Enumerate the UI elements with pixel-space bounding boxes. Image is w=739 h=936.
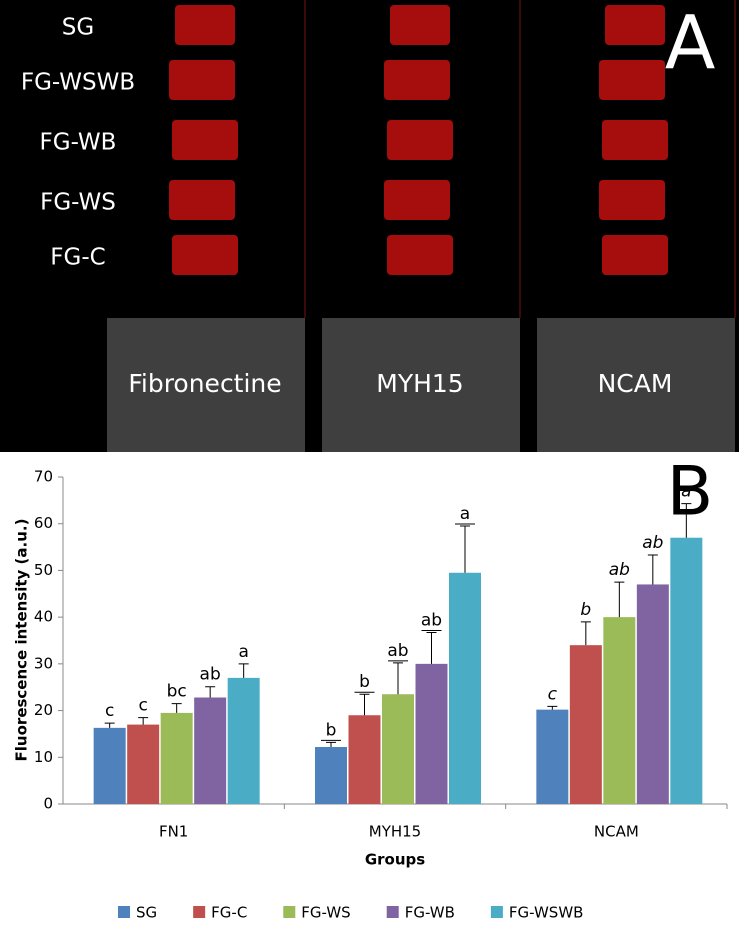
- error-bar: [359, 693, 370, 716]
- error-bar: [205, 686, 216, 698]
- tissue-section: [175, 5, 235, 45]
- row-label: SG: [62, 15, 94, 41]
- error-bar: [647, 554, 658, 585]
- x-axis-title: Groups: [365, 851, 425, 869]
- error-bar: [460, 525, 470, 573]
- legend-swatch: [386, 906, 399, 918]
- column-label-box: [322, 318, 520, 452]
- error-bar: [138, 717, 149, 725]
- significance-letter: a: [238, 642, 248, 662]
- column-label: NCAM: [598, 369, 673, 398]
- tissue-section: [390, 5, 450, 45]
- bar: [194, 697, 227, 804]
- error-bar: [238, 663, 249, 678]
- bar: [415, 663, 448, 804]
- bar: [449, 572, 481, 804]
- row-label: FG-WB: [40, 130, 117, 156]
- y-axis-title: Fluorescence intensity (a.u.): [13, 519, 31, 762]
- bar: [160, 712, 193, 804]
- bar: [127, 724, 160, 804]
- error-bar: [547, 705, 558, 710]
- y-tick-label: 40: [34, 608, 53, 626]
- panel-label: B: [667, 453, 714, 532]
- bar: [603, 617, 636, 804]
- significance-letter: ab: [642, 533, 663, 553]
- error-bar: [393, 662, 403, 695]
- bar: [670, 537, 703, 804]
- y-tick-label: 10: [34, 748, 53, 766]
- legend-swatch: [118, 906, 130, 918]
- tissue-section: [384, 60, 450, 100]
- tissue-section: [384, 180, 450, 220]
- legend-label: FG-C: [211, 904, 247, 922]
- tissue-section: [599, 180, 665, 220]
- significance-letter: c: [105, 701, 114, 721]
- x-tick-label: FN1: [159, 823, 188, 841]
- bar: [348, 715, 381, 804]
- tissue-section: [387, 235, 453, 275]
- bar: [536, 709, 569, 804]
- significance-letter: ab: [387, 641, 408, 661]
- error-bar: [326, 741, 336, 748]
- legend-swatch: [193, 906, 206, 918]
- column-label: MYH15: [376, 369, 463, 398]
- significance-letter: bc: [167, 682, 187, 702]
- significance-letter: ab: [421, 611, 442, 631]
- error-bar: [614, 581, 625, 618]
- error-bar: [171, 703, 182, 713]
- bar: [227, 677, 260, 804]
- significance-letter: b: [326, 720, 337, 740]
- legend-label: FG-WSWB: [509, 904, 584, 922]
- tissue-section: [387, 120, 453, 160]
- row-label: FG-WSWB: [21, 70, 135, 96]
- significance-letter: ab: [200, 665, 221, 685]
- column-label-box: [537, 318, 735, 452]
- bar: [315, 747, 347, 804]
- bar: [382, 694, 414, 804]
- tissue-section: [169, 60, 235, 100]
- bar: [569, 645, 602, 804]
- error-bar: [426, 632, 437, 664]
- significance-letter: c: [138, 696, 147, 716]
- y-tick-label: 60: [34, 514, 53, 532]
- error-bar: [681, 503, 692, 538]
- significance-letter: a: [460, 504, 470, 524]
- bar: [636, 584, 669, 804]
- tissue-section: [602, 120, 668, 160]
- error-bar: [104, 722, 115, 728]
- column-label: Fibronectine: [128, 369, 281, 398]
- tissue-section: [172, 120, 238, 160]
- legend-label: FG-WB: [405, 904, 455, 922]
- error-bar: [580, 621, 591, 646]
- bar: [93, 727, 126, 804]
- y-tick-label: 30: [34, 654, 53, 672]
- column-label-box: [107, 318, 305, 452]
- legend-swatch: [490, 906, 503, 918]
- significance-letter: c: [548, 684, 558, 704]
- tissue-section: [172, 235, 238, 275]
- tissue-section: [169, 180, 235, 220]
- row-label: FG-WS: [40, 190, 116, 216]
- y-tick-label: 70: [34, 468, 53, 486]
- legend-label: SG: [136, 904, 157, 922]
- significance-letter: b: [580, 600, 591, 620]
- row-label: FG-C: [50, 245, 105, 271]
- y-tick-label: 50: [34, 561, 53, 579]
- x-tick-label: NCAM: [594, 823, 639, 841]
- x-tick-label: MYH15: [369, 823, 421, 841]
- tissue-section: [599, 60, 665, 100]
- significance-letter: ab: [609, 560, 630, 580]
- tissue-section: [605, 5, 665, 45]
- tissue-section: [602, 235, 668, 275]
- y-tick-label: 20: [34, 701, 53, 719]
- legend-label: FG-WS: [301, 904, 350, 922]
- significance-letter: a: [681, 482, 691, 502]
- y-tick-label: 0: [43, 795, 53, 813]
- panel-label: A: [665, 1, 716, 87]
- significance-letter: b: [359, 672, 370, 692]
- legend-swatch: [283, 906, 296, 918]
